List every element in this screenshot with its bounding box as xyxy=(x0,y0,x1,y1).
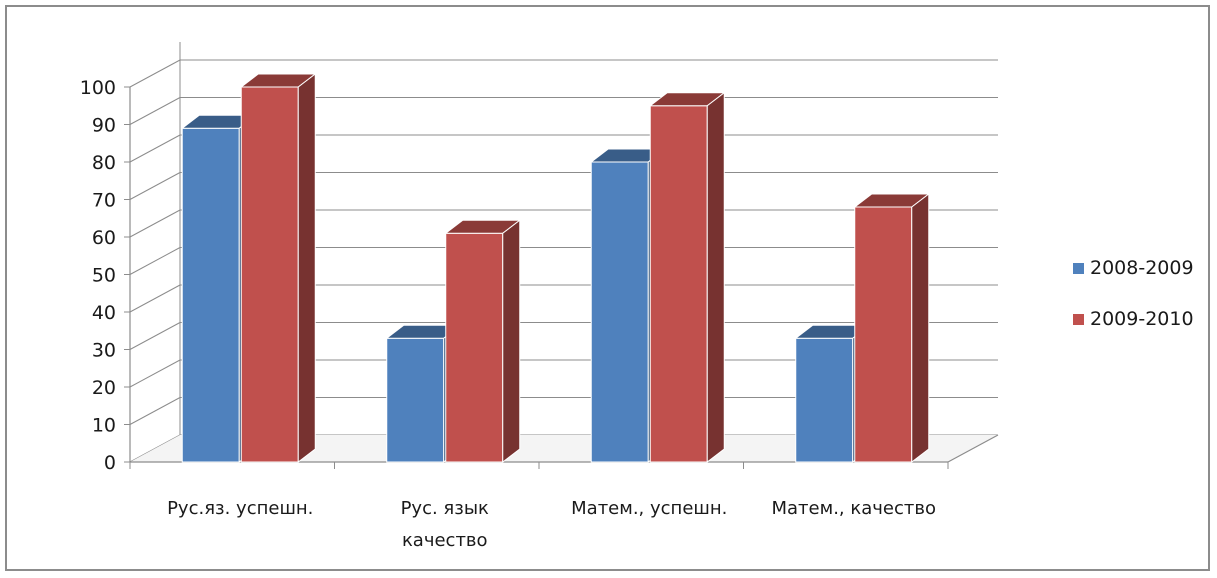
bar-front xyxy=(181,127,240,463)
gridline-side xyxy=(129,284,181,313)
legend-label: 2009-2010 xyxy=(1090,308,1194,330)
bar-front xyxy=(445,232,504,463)
x-tick-label: Рус. язык xyxy=(401,498,489,519)
y-tick-label: 20 xyxy=(92,377,116,399)
bar-side xyxy=(911,192,930,464)
y-tick-label: 100 xyxy=(80,77,116,99)
y-tick-label: 50 xyxy=(92,265,116,287)
gridline-side xyxy=(129,322,181,350)
x-tick-label: Рус.яз. успешн. xyxy=(167,498,313,519)
bar-front xyxy=(386,337,445,463)
legend-swatch xyxy=(1073,263,1084,274)
bar xyxy=(444,219,522,464)
bar-front xyxy=(649,105,708,463)
y-tick-label: 30 xyxy=(92,340,116,362)
y-tick-label: 0 xyxy=(104,452,116,474)
chart-floor xyxy=(130,435,998,462)
gridline-side xyxy=(129,59,181,88)
gridline-side xyxy=(129,134,181,163)
gridline-side xyxy=(129,172,181,200)
gridline-side xyxy=(129,397,181,425)
floor-plane xyxy=(130,435,998,462)
bar-front xyxy=(590,161,649,463)
gridline-side xyxy=(129,97,181,125)
x-tick-label: качество xyxy=(402,530,488,551)
bar xyxy=(853,192,931,464)
bar-front xyxy=(854,206,913,463)
bars xyxy=(180,72,931,464)
y-tick-label: 60 xyxy=(92,227,116,249)
gridline-side xyxy=(129,247,181,275)
bar-front xyxy=(795,337,854,463)
legend-swatch xyxy=(1073,314,1084,325)
gridline-side xyxy=(129,209,181,238)
y-tick-label: 70 xyxy=(92,190,116,212)
legend: 2008-2009 2009-2010 xyxy=(1073,257,1194,330)
gridline-side xyxy=(129,359,181,388)
y-tick-label: 40 xyxy=(92,302,116,324)
y-tick-label: 80 xyxy=(92,152,116,174)
bar xyxy=(239,72,317,464)
legend-label: 2008-2009 xyxy=(1090,257,1194,279)
bar-front xyxy=(240,86,299,463)
x-tick-labels: Рус.яз. успешн. Рус. язык качество Матем., … xyxy=(167,498,936,551)
y-tick-labels: 0 10 20 30 40 50 60 70 80 90 100 xyxy=(80,77,116,474)
bar xyxy=(648,91,726,464)
x-tick-label: Матем., качество xyxy=(772,498,936,519)
bar-side xyxy=(706,91,725,464)
bar-side xyxy=(297,72,316,464)
y-tick-label: 10 xyxy=(92,415,116,437)
bar-side xyxy=(502,219,521,464)
floor-right-edge xyxy=(947,434,999,463)
x-tick-label: Матем., успешн. xyxy=(571,498,727,519)
y-tick-label: 90 xyxy=(92,115,116,137)
